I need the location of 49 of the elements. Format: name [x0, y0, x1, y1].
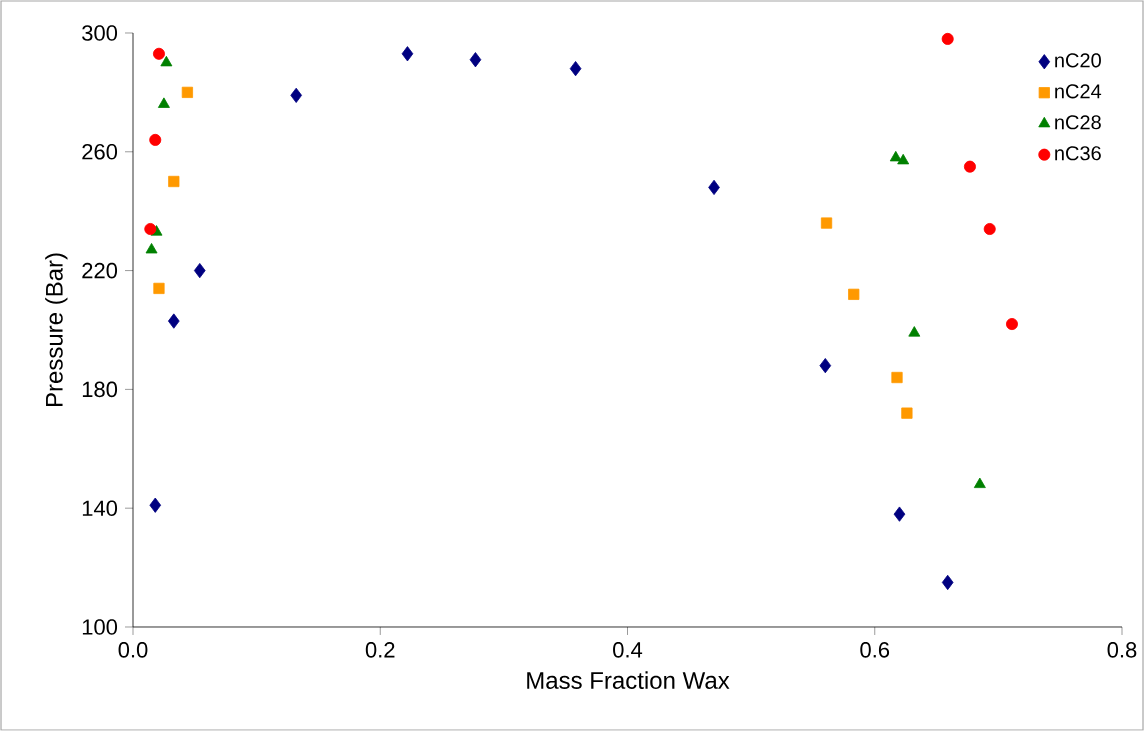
point [897, 153, 910, 165]
y-tick-label: 100 [82, 619, 118, 635]
x-tick-label: 0.4 [613, 642, 643, 658]
point [983, 223, 996, 236]
point [708, 179, 720, 196]
point [153, 282, 165, 295]
point [963, 160, 976, 173]
y-tick-label: 220 [82, 262, 118, 279]
y-axis-title: Pressure (Bar) [45, 253, 68, 407]
point [168, 175, 180, 188]
point [157, 97, 170, 108]
point [181, 86, 193, 98]
y-tick-label: 300 [82, 25, 118, 41]
point [144, 223, 157, 236]
legend-label: nC24 [1055, 84, 1102, 99]
point [891, 371, 903, 384]
x-tick-label: 0.6 [860, 642, 890, 658]
point [152, 47, 165, 60]
point [149, 133, 162, 146]
point [889, 150, 902, 162]
point [290, 87, 302, 103]
x-axis-title: Mass Fraction Wax [527, 671, 730, 689]
point [401, 46, 414, 62]
point [901, 407, 913, 419]
point [941, 574, 954, 591]
x-tick-label: 0.0 [118, 642, 148, 658]
point [569, 61, 582, 77]
legend-label: nC20 [1055, 53, 1101, 68]
y-tick-label: 260 [82, 144, 118, 160]
y-tick-label: 140 [82, 500, 118, 516]
point [145, 243, 158, 254]
point [149, 497, 162, 513]
legend-label: nC28 [1055, 115, 1101, 130]
y-tick-label: 180 [82, 381, 118, 398]
point [848, 288, 860, 300]
point [820, 217, 833, 229]
point [193, 262, 206, 279]
point [469, 52, 482, 68]
x-tick-label: 0.2 [365, 642, 395, 658]
point [168, 313, 180, 329]
point [973, 477, 986, 489]
point [908, 326, 921, 337]
point [160, 55, 173, 67]
x-tick-label: 0.8 [1107, 642, 1137, 658]
point [1005, 318, 1018, 331]
point [941, 32, 954, 45]
point [819, 358, 832, 374]
point [893, 506, 906, 522]
legend-label: nC36 [1055, 146, 1101, 161]
